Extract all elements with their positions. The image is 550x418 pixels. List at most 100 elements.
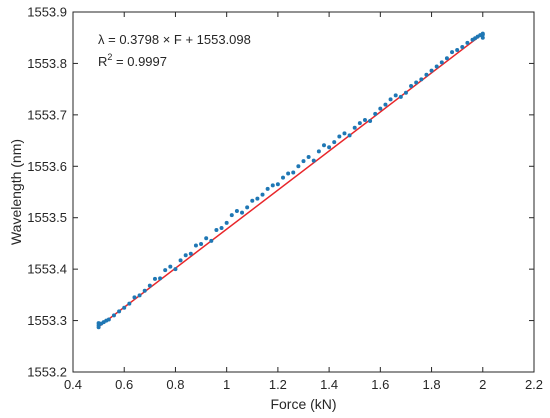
y-axis-title: Wavelength (nm): [8, 139, 24, 245]
data-point: [419, 77, 424, 82]
data-point: [152, 276, 157, 281]
data-point: [219, 226, 224, 230]
data-point: [281, 175, 286, 180]
fit-line-layer: [98, 33, 484, 328]
y-tick-label: 1553.7: [27, 107, 67, 122]
data-point: [106, 317, 111, 322]
data-point: [311, 158, 316, 163]
data-point: [368, 119, 373, 124]
data-point: [434, 64, 439, 69]
data-point: [224, 220, 229, 225]
data-point: [465, 40, 470, 45]
data-point: [378, 106, 383, 111]
data-point: [455, 48, 460, 53]
data-point: [255, 196, 260, 201]
data-point: [142, 288, 147, 293]
data-point: [347, 133, 352, 138]
r-squared-prefix: R: [98, 54, 107, 69]
data-point: [403, 90, 408, 95]
data-point: [316, 149, 321, 154]
axis-ticks: 0.4 0.6 0.8 1 1.2 1.4 1.6 1.8 2 2.2 1553.2 1553.3 15…: [27, 5, 543, 393]
data-point: [388, 97, 393, 102]
data-point: [480, 35, 485, 40]
x-tick-label: 0.8: [166, 377, 184, 392]
data-point: [178, 258, 183, 263]
x-tick-label: 0.4: [64, 377, 82, 392]
data-point: [306, 155, 311, 160]
data-point: [204, 236, 209, 241]
data-point: [414, 80, 419, 85]
data-point: [168, 264, 173, 269]
y-tick-label: 1553.5: [27, 210, 67, 225]
y-tick-label: 1553.8: [27, 56, 67, 71]
data-point: [209, 238, 214, 243]
x-tick-label: 2: [479, 377, 486, 392]
data-point: [132, 295, 137, 300]
data-point: [321, 143, 326, 148]
data-point: [393, 93, 398, 98]
y-tick-label: 1553.9: [27, 5, 67, 20]
data-point: [188, 251, 193, 256]
data-point: [424, 72, 429, 77]
r-squared-superscript: 2: [107, 52, 112, 62]
data-point: [409, 84, 414, 89]
data-point: [383, 102, 388, 107]
y-tick-label: 1553.6: [27, 159, 67, 174]
data-point: [147, 283, 152, 288]
data-point: [373, 111, 378, 116]
x-tick-label: 2.2: [525, 377, 543, 392]
r-squared-label: R2 = 0.9997: [98, 52, 167, 69]
data-point: [245, 205, 250, 210]
x-tick-label: 1.8: [423, 377, 441, 392]
data-point: [286, 171, 291, 176]
data-point: [444, 56, 449, 61]
data-point: [158, 276, 163, 281]
x-tick-label: 1.2: [269, 377, 287, 392]
data-point: [265, 186, 270, 191]
fit-line: [98, 33, 484, 328]
data-point: [357, 121, 362, 126]
data-point: [301, 159, 306, 164]
data-point: [137, 293, 142, 298]
data-point: [337, 134, 342, 139]
regression-equation: λ = 0.3798 × F + 1553.098: [98, 32, 251, 47]
data-point: [332, 140, 337, 145]
data-point: [193, 243, 198, 248]
data-point: [439, 60, 444, 65]
x-tick-label: 1: [223, 377, 230, 392]
data-point: [480, 31, 485, 36]
data-point: [122, 305, 127, 310]
data-point: [240, 210, 245, 215]
data-point: [429, 68, 434, 73]
y-tick-label: 1553.2: [27, 365, 67, 380]
x-tick-label: 1.6: [371, 377, 389, 392]
data-point: [199, 241, 204, 246]
r-squared-value: = 0.9997: [112, 54, 167, 69]
data-point: [229, 213, 234, 218]
data-point: [291, 170, 296, 175]
y-tick-label: 1553.4: [27, 262, 67, 277]
data-point: [327, 145, 332, 150]
data-point: [163, 268, 168, 273]
data-point: [260, 192, 265, 197]
y-tick-label: 1553.3: [27, 313, 67, 328]
data-point: [234, 209, 239, 214]
data-points-layer: [96, 31, 485, 330]
data-point: [460, 44, 465, 49]
data-point: [450, 50, 455, 55]
plot-area-frame: [72, 11, 535, 373]
data-point: [296, 164, 301, 169]
data-point: [173, 267, 178, 272]
data-point: [250, 198, 255, 203]
data-point: [342, 131, 347, 136]
x-tick-label: 0.6: [115, 377, 133, 392]
data-point: [214, 228, 219, 233]
data-point: [117, 309, 122, 314]
data-point: [270, 183, 275, 188]
data-point: [127, 301, 132, 306]
data-point: [275, 182, 280, 187]
data-point: [352, 125, 357, 130]
data-point: [111, 313, 116, 318]
data-point: [362, 118, 367, 122]
